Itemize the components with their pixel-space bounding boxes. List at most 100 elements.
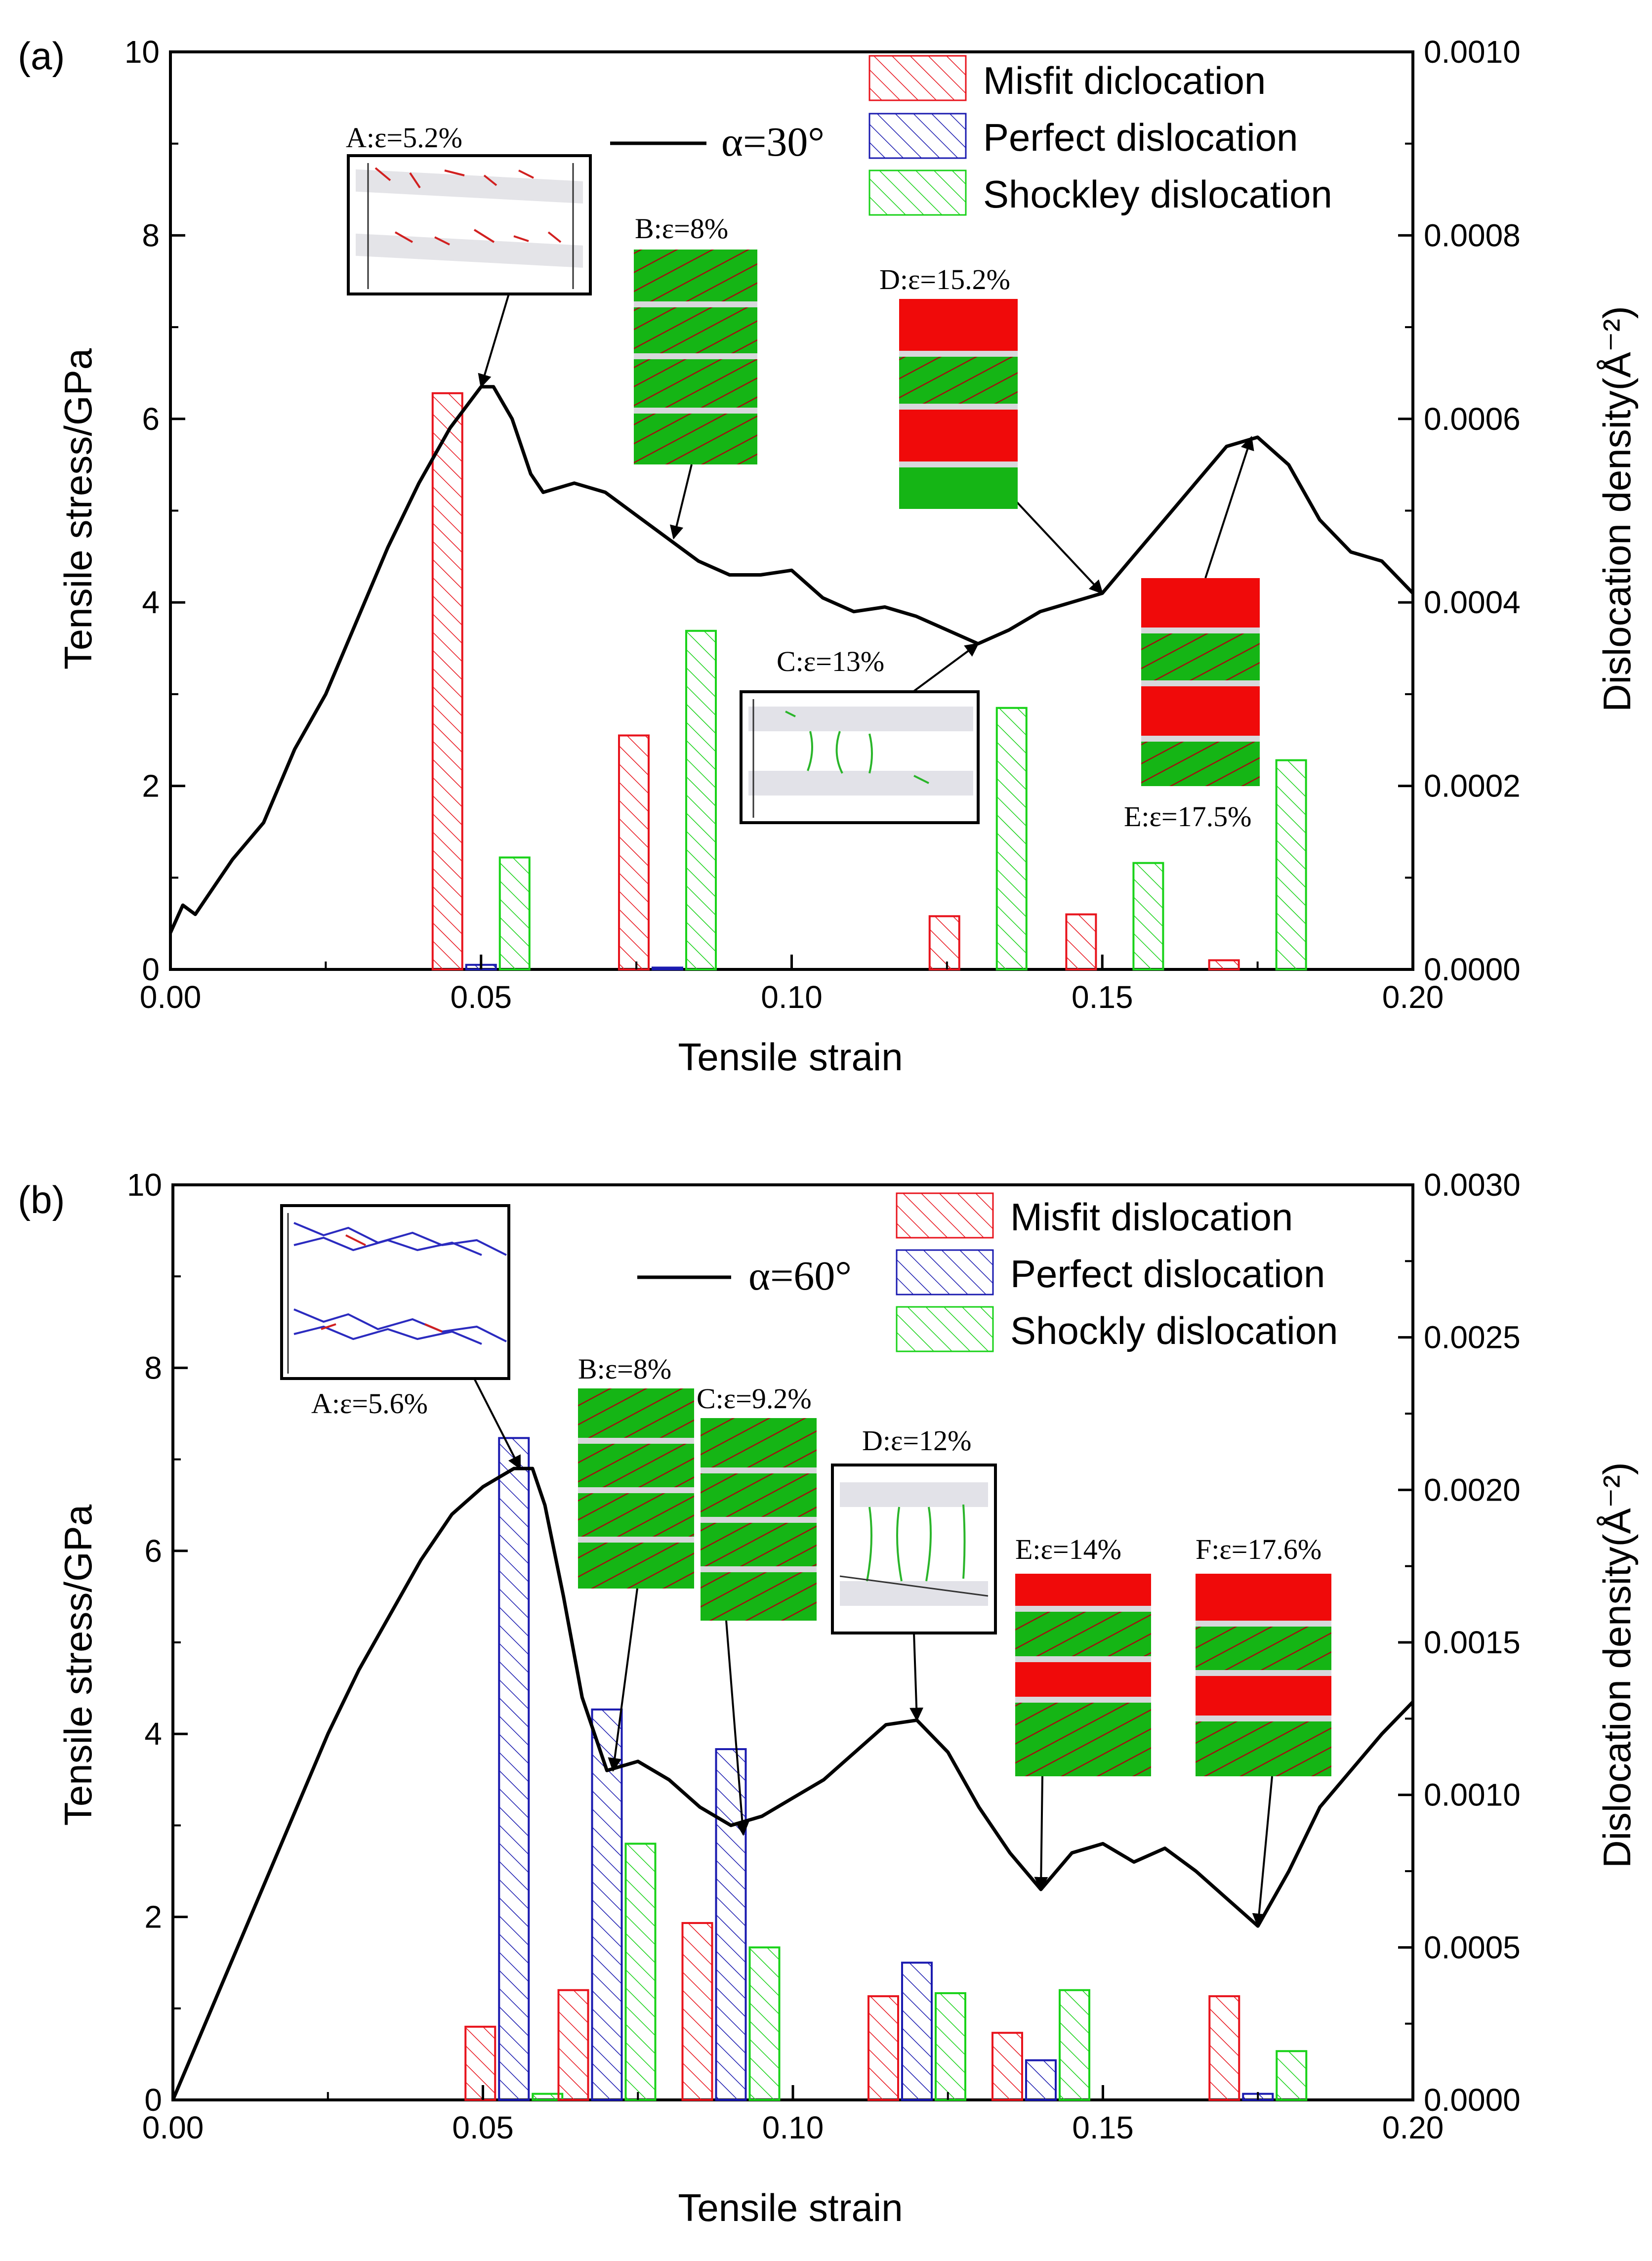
y-tick-label: 0 bbox=[144, 2082, 162, 2118]
snapshot-label-f: F:ε=17.6% bbox=[1196, 1533, 1322, 1565]
y-tick-label: 2 bbox=[144, 1899, 162, 1935]
snapshot-c: C:ε=9.2% bbox=[697, 1382, 817, 1621]
legend-label-misfit: Misfit dislocation bbox=[1010, 1195, 1293, 1239]
bar-perfect bbox=[1025, 2059, 1057, 2101]
y-tick-label: 10 bbox=[124, 34, 160, 70]
stress-strain-curve bbox=[168, 385, 1414, 934]
snapshot-a: A:ε=5.2% bbox=[346, 122, 592, 295]
y2-axis-label: Dislocation density(Å⁻²) bbox=[1595, 1462, 1639, 1868]
y2-tick-label: 0.0010 bbox=[1424, 34, 1521, 70]
legend-line-label: α=60° bbox=[748, 1253, 852, 1299]
bar-misfit bbox=[1065, 913, 1097, 970]
panel-a: 0.00 0.05 0.10 0.15 0.20 0 2 4 6 8 10 0.0000 0.0002 0… bbox=[18, 34, 1639, 1079]
bar-shockley bbox=[748, 1946, 781, 2101]
x-tick-label: 0.20 bbox=[1382, 2110, 1444, 2145]
bar-shockley bbox=[624, 1842, 657, 2101]
x-tick-label: 0.00 bbox=[140, 979, 202, 1015]
y-tick-label: 0 bbox=[142, 952, 160, 987]
bar-misfit bbox=[867, 1995, 899, 2101]
snapshot-label-a: A:ε=5.6% bbox=[311, 1387, 428, 1420]
y-tick-label: 8 bbox=[142, 217, 160, 253]
y-tick-label: 6 bbox=[142, 401, 160, 437]
bar-shockley bbox=[935, 1992, 966, 2101]
snapshot-b: B:ε=8% bbox=[578, 1353, 694, 1589]
tick-layer: 0.00 0.05 0.10 0.15 0.20 0 2 4 6 8 10 0.0000 0.0005 0… bbox=[127, 1167, 1521, 2145]
annotation-arrow bbox=[1252, 1776, 1273, 1927]
snapshot-label-b: B:ε=8% bbox=[578, 1353, 671, 1385]
annotation-arrow bbox=[608, 1588, 638, 1772]
panel-label: (a) bbox=[18, 34, 65, 78]
y2-tick-label: 0.0020 bbox=[1424, 1472, 1521, 1507]
y2-tick-label: 0.0000 bbox=[1424, 2082, 1521, 2118]
panel-b: 0.00 0.05 0.10 0.15 0.20 0 2 4 6 8 10 0.0000 0.0005 0… bbox=[18, 1167, 1639, 2229]
bar-shockley bbox=[1276, 2050, 1308, 2101]
snapshot-label-a: A:ε=5.2% bbox=[346, 122, 462, 154]
legend: α=60° Misfit dislocation Perfect disloca… bbox=[637, 1192, 1338, 1352]
panel-label: (b) bbox=[18, 1178, 65, 1221]
y2-tick-label: 0.0004 bbox=[1424, 585, 1521, 620]
annotation-arrow bbox=[909, 1633, 924, 1722]
bar-misfit bbox=[681, 1922, 713, 2101]
legend-label-shockly: Shockly dislocation bbox=[1010, 1309, 1338, 1352]
snapshot-label-c: C:ε=13% bbox=[777, 645, 884, 677]
legend-swatch-perfect bbox=[868, 113, 967, 159]
tick-layer: 0.00 0.05 0.10 0.15 0.20 0 2 4 6 8 10 0.0000 0.0002 0… bbox=[124, 34, 1521, 1015]
annotation-arrow bbox=[473, 1378, 521, 1470]
snapshot-label-d: D:ε=12% bbox=[862, 1424, 971, 1457]
annotation-layer bbox=[473, 1378, 1273, 1927]
legend-swatch-perfect bbox=[896, 1249, 994, 1296]
x-tick-label: 0.10 bbox=[762, 2110, 824, 2145]
legend-label-perfect: Perfect dislocation bbox=[983, 116, 1298, 159]
bar-perfect bbox=[901, 1962, 933, 2101]
x-tick-label: 0.15 bbox=[1072, 979, 1133, 1015]
x-tick-label: 0.15 bbox=[1072, 2110, 1134, 2145]
bar-misfit bbox=[991, 2032, 1023, 2101]
y-tick-label: 2 bbox=[142, 768, 160, 804]
x-tick-label: 0.05 bbox=[450, 979, 512, 1015]
legend: α=30° Misfit diclocation Perfect disloca… bbox=[610, 55, 1332, 216]
bar-shockley bbox=[1132, 862, 1164, 971]
y2-tick-label: 0.0002 bbox=[1424, 768, 1521, 804]
y2-tick-label: 0.0000 bbox=[1424, 952, 1521, 987]
bar-misfit bbox=[557, 1989, 589, 2101]
y-tick-label: 4 bbox=[142, 585, 160, 620]
snapshot-d: D:ε=12% bbox=[831, 1424, 997, 1634]
bar-layer bbox=[464, 1437, 1308, 2101]
bar-shockley bbox=[1059, 1989, 1090, 2101]
bar-misfit bbox=[1208, 1995, 1240, 2101]
x-axis-label: Tensile strain bbox=[678, 1035, 903, 1079]
snapshot-label-e: E:ε=17.5% bbox=[1124, 800, 1251, 833]
snapshot-label-e: E:ε=14% bbox=[1015, 1533, 1121, 1565]
x-tick-label: 0.05 bbox=[452, 2110, 514, 2145]
annotation-arrow bbox=[1204, 436, 1254, 579]
snapshot-label-d: D:ε=15.2% bbox=[879, 263, 1010, 295]
x-tick-label: 0.10 bbox=[761, 979, 823, 1015]
y2-tick-label: 0.0025 bbox=[1424, 1320, 1521, 1355]
legend-swatch-misfit bbox=[868, 55, 967, 101]
bar-shockley bbox=[1275, 759, 1307, 970]
annotation-arrow bbox=[669, 464, 693, 540]
annotation-arrow bbox=[1034, 1776, 1048, 1891]
y-tick-label: 4 bbox=[144, 1716, 162, 1752]
x-tick-label: 0.00 bbox=[142, 2110, 204, 2145]
legend-label-perfect: Perfect dislocation bbox=[1010, 1252, 1325, 1296]
y2-axis-label: Dislocation density(Å⁻²) bbox=[1595, 306, 1639, 712]
stress-strain-curve bbox=[171, 1466, 1414, 2101]
y2-tick-label: 0.0010 bbox=[1424, 1777, 1521, 1813]
bar-shockley bbox=[995, 707, 1028, 970]
y2-tick-label: 0.0015 bbox=[1424, 1625, 1521, 1660]
y2-tick-label: 0.0005 bbox=[1424, 1929, 1521, 1965]
y2-tick-label: 0.0006 bbox=[1424, 401, 1521, 437]
snapshot-label-b: B:ε=8% bbox=[635, 212, 728, 245]
bar-misfit bbox=[618, 734, 650, 970]
snapshot-b: B:ε=8% bbox=[634, 212, 757, 464]
bar-perfect bbox=[652, 966, 683, 971]
y-axis-label: Tensile stress/GPa bbox=[56, 1504, 100, 1826]
bar-shockley bbox=[685, 629, 717, 970]
legend-label-misfit: Misfit diclocation bbox=[983, 59, 1266, 102]
snapshot-label-c: C:ε=9.2% bbox=[697, 1382, 812, 1415]
y-tick-label: 8 bbox=[144, 1350, 162, 1385]
snapshot-c: C:ε=13% bbox=[740, 645, 980, 824]
bar-perfect bbox=[591, 1708, 623, 2101]
annotation-arrow bbox=[478, 293, 510, 388]
